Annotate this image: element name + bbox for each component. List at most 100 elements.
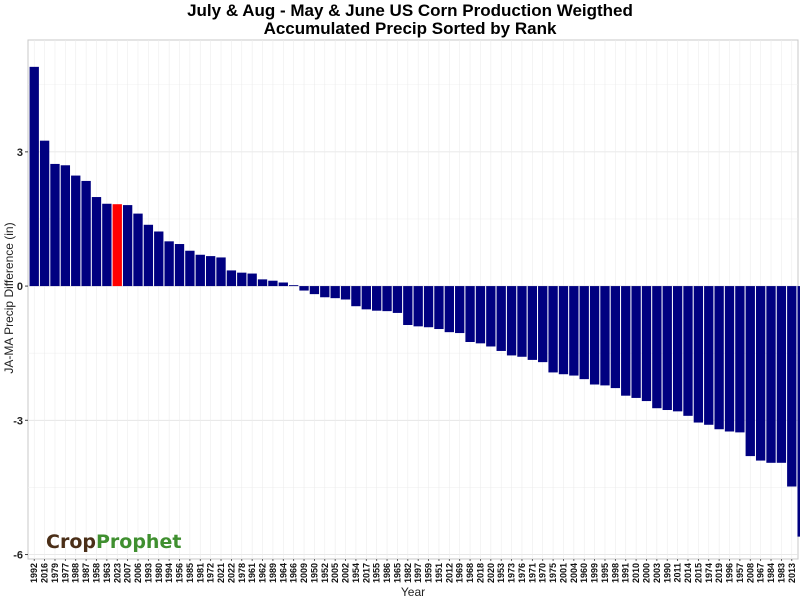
x-tick-label: 1971 (527, 563, 537, 583)
x-tick-label: 1978 (237, 563, 247, 583)
x-tick-label: 1985 (185, 563, 195, 583)
x-tick-label: 1965 (392, 563, 402, 583)
bar-1970 (538, 286, 548, 363)
x-tick-label: 2018 (475, 563, 485, 583)
x-tick-label: 2005 (330, 563, 340, 583)
x-tick-label: 1991 (621, 563, 631, 583)
x-tick-label: 2012 (444, 563, 454, 583)
x-tick-label: 1957 (735, 563, 745, 583)
bar-1984 (766, 286, 776, 463)
plot-panel (27, 39, 799, 560)
bar-2022 (226, 270, 237, 287)
chart-subtitle: Accumulated Precip Sorted by Rank (263, 19, 557, 38)
x-tick-label: 1973 (507, 563, 517, 583)
bar-1989 (268, 280, 278, 287)
bar-1968 (465, 286, 475, 343)
bar-2000 (641, 286, 652, 402)
x-tick-label: 1982 (403, 563, 413, 583)
bar-1971 (527, 286, 538, 360)
x-tick-label: 1998 (610, 563, 620, 583)
x-tick-label: 1988 (71, 563, 81, 583)
bar-1965 (392, 286, 403, 313)
bar-1990 (662, 286, 672, 411)
y-tick-label: 0 (17, 281, 23, 293)
y-axis-title: JA-MA Precip Difference (in) (2, 222, 16, 373)
x-tick-label: 2002 (341, 563, 351, 583)
bar-1979 (50, 163, 60, 287)
bar-1967 (755, 286, 766, 461)
x-tick-label: 1962 (258, 563, 268, 583)
bar-1953 (496, 286, 506, 351)
bar-1980 (154, 231, 164, 287)
x-tick-label: 1966 (289, 563, 299, 583)
bar-1950 (309, 286, 320, 295)
bar-1995 (600, 286, 610, 386)
bar-1955 (372, 286, 382, 311)
bar-2001 (558, 286, 569, 375)
bar-1992 (29, 66, 39, 287)
x-tick-label: 2008 (745, 563, 755, 583)
bar-1974 (704, 286, 714, 425)
x-tick-label: 1999 (590, 563, 600, 583)
chart-title-block: July & Aug - May & June US Corn Producti… (0, 2, 800, 38)
x-tick-label: 1970 (538, 563, 548, 583)
x-tick-label: 1993 (143, 563, 153, 583)
bar-1978 (237, 272, 247, 287)
bar-1951 (434, 286, 444, 330)
bar-1964 (278, 282, 288, 287)
x-tick-label: 1980 (154, 563, 164, 583)
x-tick-label: 2000 (641, 563, 651, 583)
x-tick-label: 2009 (299, 563, 309, 583)
bar-2018 (475, 286, 486, 344)
x-tick-label: 1987 (81, 563, 91, 583)
x-tick-label: 1969 (455, 563, 465, 583)
bar-2010 (631, 286, 641, 398)
x-tick-label: 1986 (382, 563, 392, 583)
x-tick-label: 2019 (714, 563, 724, 583)
bar-1973 (506, 286, 517, 356)
bar-2023 (112, 204, 122, 287)
bar-1952 (320, 286, 330, 298)
x-tick-label: 2004 (569, 563, 579, 583)
bar-2016 (39, 140, 50, 287)
x-tick-label: 1984 (766, 563, 776, 583)
bar-1994 (164, 241, 174, 287)
bar-1957 (735, 286, 745, 433)
bar-2017 (361, 286, 371, 310)
x-tick-label: 1995 (600, 563, 610, 583)
x-tick-label: 1950 (309, 563, 319, 583)
x-axis-title: Year (401, 585, 425, 599)
bar-2006 (133, 213, 143, 287)
y-tick-label: -6 (13, 550, 23, 562)
bar-1983 (776, 286, 787, 463)
bar-1966 (288, 285, 299, 287)
bar-1961 (247, 273, 257, 287)
x-tick-label: 1952 (320, 563, 330, 583)
bar-1986 (382, 286, 392, 312)
bar-1963 (102, 203, 112, 287)
x-tick-label: 1955 (372, 563, 382, 583)
bar-2011 (672, 286, 683, 412)
bar-2007 (122, 205, 133, 287)
x-tick-label: 2020 (486, 563, 496, 583)
bar-2019 (714, 286, 724, 430)
cropprophet-logo: CropProphet (46, 531, 182, 553)
x-tick-label: 1967 (756, 563, 766, 583)
x-tick-label: 1968 (465, 563, 475, 583)
x-tick-label: 2001 (558, 563, 568, 583)
bar-1987 (81, 180, 91, 287)
bar-1999 (589, 286, 600, 385)
x-tick-label: 1990 (662, 563, 672, 583)
bar-2012 (444, 286, 454, 333)
bar-2020 (486, 286, 496, 347)
bar-undefined (797, 286, 800, 537)
x-tick-label: 1997 (413, 563, 423, 583)
x-tick-label: 2006 (133, 563, 143, 583)
x-tick-label: 2014 (683, 563, 693, 583)
bar-1969 (455, 286, 465, 334)
y-tick-label: 3 (17, 147, 23, 159)
bar-1988 (71, 175, 81, 287)
x-tick-label: 1951 (434, 563, 444, 583)
x-tick-label: 2003 (652, 563, 662, 583)
bar-1996 (724, 286, 735, 432)
